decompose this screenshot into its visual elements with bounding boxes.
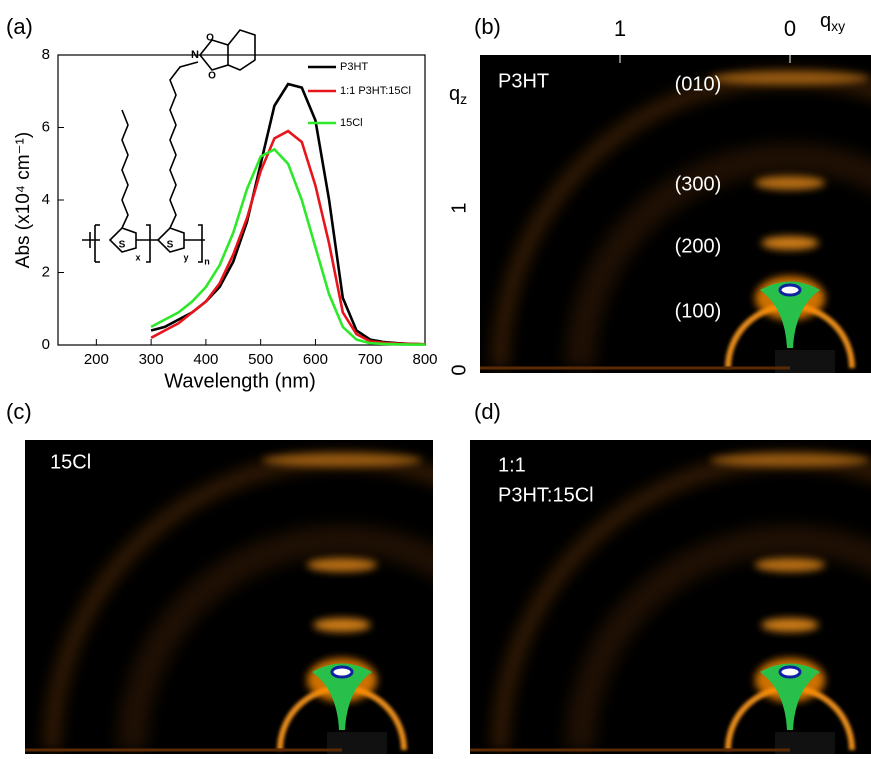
x-tick-label: 700 (358, 351, 383, 368)
sample-label: P3HT (498, 70, 549, 92)
peak-label: (100) (675, 300, 722, 322)
qz-label: qz (449, 83, 467, 106)
peak-lobe (313, 618, 371, 632)
structure-label: O (208, 71, 216, 82)
structure-label: y (183, 252, 188, 262)
peak-lobe (710, 71, 870, 85)
peak-label: (200) (675, 235, 722, 257)
structure-label: N (191, 49, 199, 61)
x-tick-label: 400 (193, 351, 218, 368)
legend-label: P3HT (340, 61, 368, 73)
x-tick-label: 300 (139, 351, 164, 368)
series-line (151, 84, 425, 344)
sample-label: P3HT:15Cl (498, 484, 594, 506)
peak-center (780, 285, 800, 295)
peak-center (780, 667, 800, 677)
x-tick-label: 600 (303, 351, 328, 368)
peak-lobe (755, 558, 825, 572)
legend-label: 1:1 P3HT:15Cl (340, 85, 411, 97)
peak-lobe (755, 176, 825, 190)
plot-frame (58, 55, 425, 345)
panel-label: (c) (6, 399, 32, 424)
qz-tick-label: 0 (448, 364, 470, 375)
y-axis-label: Abs (x10⁴ cm⁻¹) (13, 132, 34, 268)
x-axis-label: Wavelength (nm) (164, 370, 316, 392)
y-tick-label: 2 (42, 263, 50, 280)
x-tick-label: 200 (84, 351, 109, 368)
sub: xy (831, 18, 845, 34)
sample-label: 1:1 (498, 454, 526, 476)
y-tick-label: 6 (42, 118, 50, 135)
series-line (151, 149, 425, 344)
q: q (820, 10, 831, 32)
qxy-tick-label: 1 (614, 16, 626, 41)
panel-label: (d) (474, 399, 501, 424)
peak-lobe (710, 453, 870, 467)
peak-label: (010) (675, 73, 722, 95)
peak-label: (300) (675, 173, 722, 195)
structure-label: S (167, 240, 174, 251)
sub: z (460, 91, 467, 107)
x-tick-label: 800 (412, 351, 437, 368)
structure (82, 30, 255, 262)
y-tick-label: 0 (42, 336, 50, 353)
structure-label: x (135, 252, 140, 262)
structure-label: O (206, 33, 214, 44)
q: q (449, 83, 460, 105)
peak-lobe (761, 236, 819, 250)
peak-lobe (307, 558, 377, 572)
beamstop (775, 350, 835, 380)
figure: (a) Wavelength (nm) Abs (x10⁴ cm⁻¹) (b) … (0, 0, 871, 754)
peak-lobe (262, 453, 422, 467)
y-tick-label: 8 (42, 46, 50, 63)
structure-label: n (204, 256, 210, 266)
structure-label: S (119, 240, 126, 251)
peak-center (332, 667, 352, 677)
y-tick-label: 4 (42, 191, 50, 208)
qz-tick-label: 1 (448, 202, 470, 213)
panel-label: (b) (474, 14, 501, 39)
sample-label: 15Cl (50, 451, 91, 473)
qxy-label: qxy (820, 10, 845, 33)
legend-label: 15Cl (340, 117, 363, 129)
panel-label: (a) (6, 14, 33, 39)
peak-lobe (761, 618, 819, 632)
x-tick-label: 500 (248, 351, 273, 368)
qxy-tick-label: 0 (784, 16, 796, 41)
